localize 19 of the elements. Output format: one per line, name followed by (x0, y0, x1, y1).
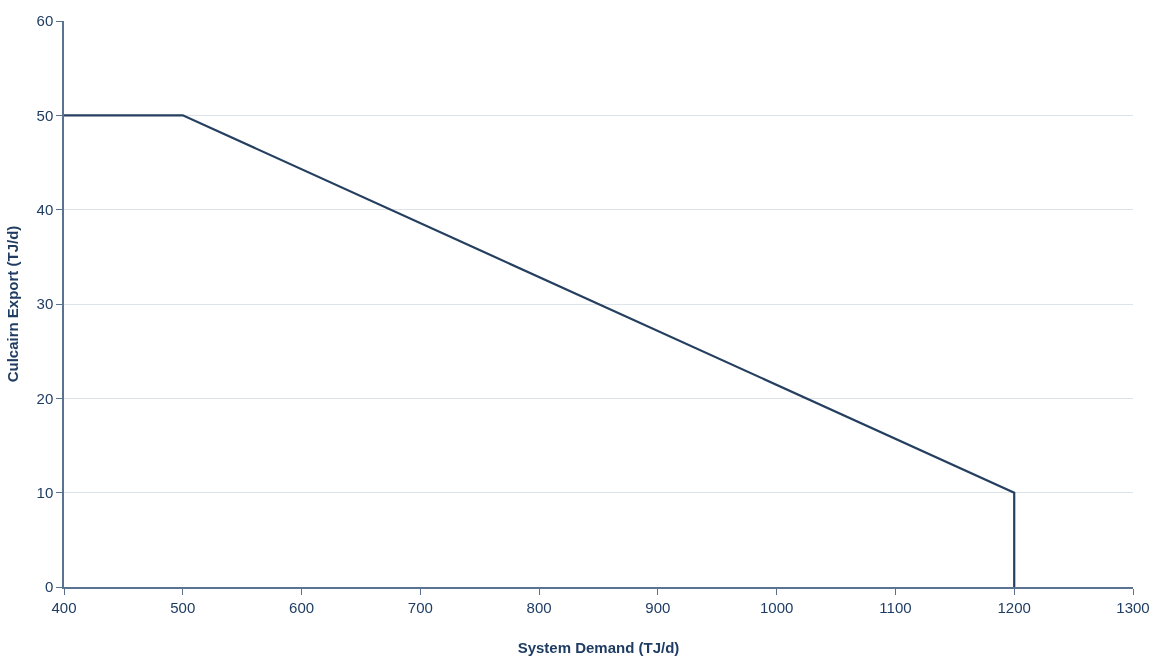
x-tick-label: 600 (289, 598, 315, 616)
x-tick-label: 900 (645, 598, 671, 616)
x-tick-label: 1300 (1116, 598, 1150, 616)
x-tick-label: 1100 (879, 598, 912, 616)
x-axis-title: System Demand (TJ/d) (517, 639, 680, 657)
x-tick-label: 500 (170, 598, 196, 616)
y-axis-title: Culcairn Export (TJ/d) (4, 225, 22, 383)
x-tick-label: 1200 (997, 598, 1031, 616)
y-tick-label: 60 (36, 12, 54, 30)
x-tick-label: 1000 (759, 598, 794, 616)
y-tick-label: 20 (36, 389, 54, 407)
y-tick-label: 50 (36, 106, 54, 124)
x-tick-label: 700 (407, 598, 433, 616)
y-tick-label: 0 (44, 578, 54, 596)
y-tick-label: 40 (36, 200, 54, 218)
y-tick-label: 10 (36, 483, 54, 501)
x-tick-label: 400 (51, 598, 77, 616)
x-tick-label: 800 (526, 598, 552, 616)
y-tick-label: 30 (36, 295, 54, 313)
